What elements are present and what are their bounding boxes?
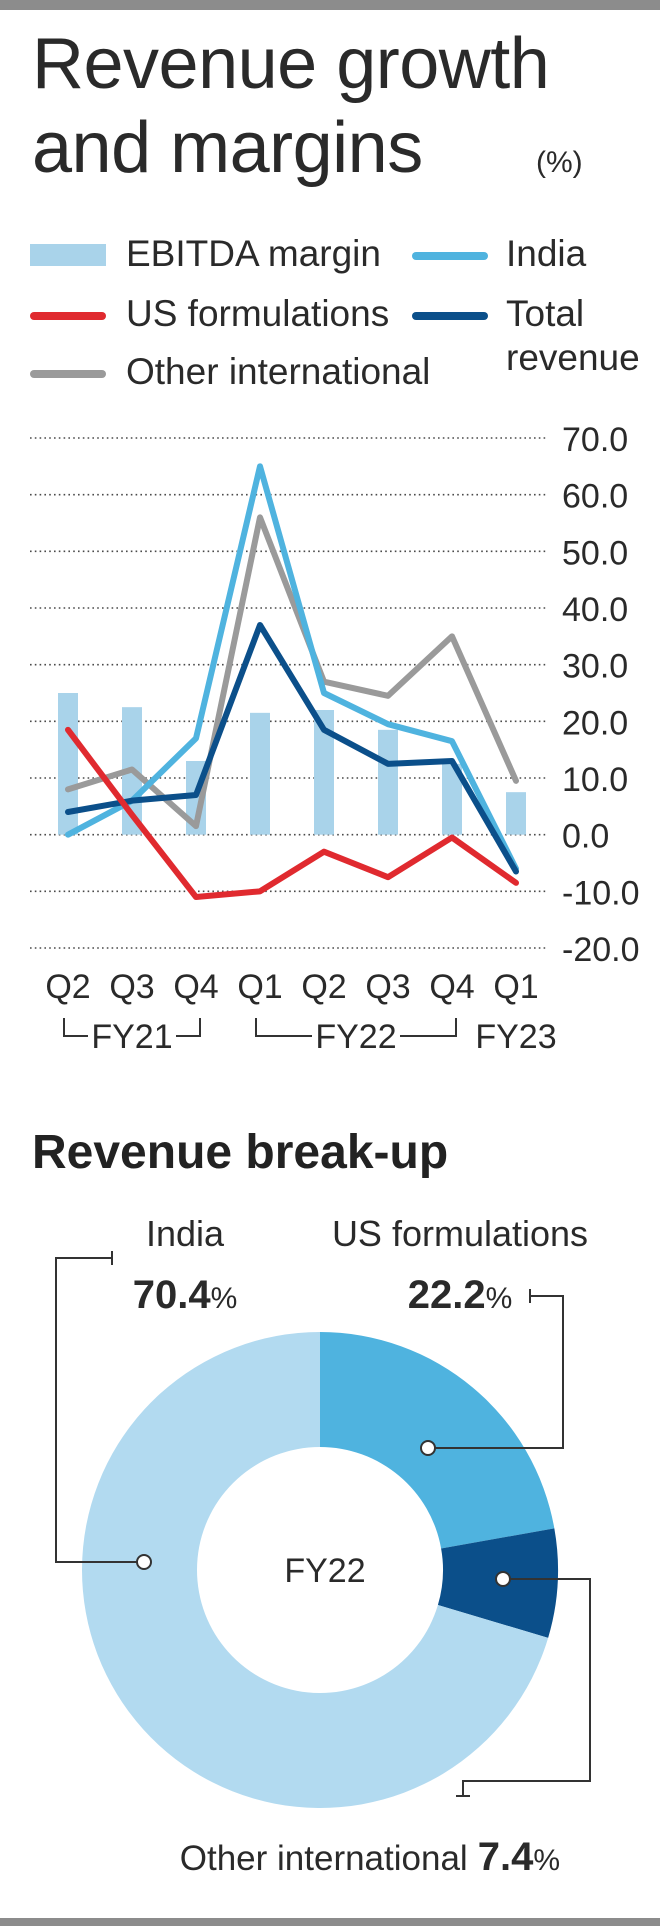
legend-swatch-us-formulations (30, 312, 106, 320)
legend-swatch-total-revenue (412, 312, 488, 320)
callout-dot-us-formulations (420, 1440, 436, 1456)
legend-swatch-ebitda-margin (30, 244, 106, 266)
series-line-other-international (65, 514, 519, 830)
x-tick-label: Q2 (45, 968, 90, 1006)
y-tick-label: 0.0 (562, 818, 609, 856)
chart-title: Revenue growth and margins (32, 22, 552, 190)
bar-ebitda-margin (58, 693, 78, 835)
callout-value-us-percent: % (486, 1282, 513, 1315)
y-tick-label: 70.0 (562, 421, 628, 459)
line-chart: 70.0 60.0 50.0 40.0 30.0 20.0 10.0 0.0 -10.0 -20.… (30, 421, 640, 1056)
legend-label-ebitda-margin: EBITDA margin (126, 233, 381, 274)
legend-item-ebitda-margin: EBITDA margin (30, 232, 381, 276)
fiscal-bracket (255, 1018, 312, 1037)
fiscal-bracket (63, 1018, 88, 1037)
legend-label-total-revenue-line-2: revenue (506, 337, 640, 378)
donut-slice-india (82, 1332, 549, 1808)
callout-value-us-number: 22.2 (408, 1273, 486, 1317)
callout-label-india: India (146, 1213, 225, 1254)
chart-title-line-1: Revenue growth (32, 24, 550, 104)
legend-item-india: India (412, 232, 586, 276)
bar-ebitda-margin (250, 712, 270, 835)
bottom-rule (0, 1918, 660, 1926)
y-tick-label: 30.0 (562, 648, 628, 686)
legend-label-total-revenue-line-1: Total (506, 293, 585, 334)
callout-value-other-percent: % (533, 1844, 560, 1877)
callout-value-india-number: 70.4 (133, 1273, 212, 1317)
y-tick-label: 50.0 (562, 534, 628, 572)
callout-value-india-percent: % (211, 1282, 238, 1315)
callout-leader-us-formulations (428, 1295, 564, 1449)
legend-item-total-revenue: Total revenue (412, 292, 640, 380)
x-tick-label: Q3 (365, 968, 410, 1006)
x-tick-label: Q4 (429, 968, 474, 1006)
callout-leader-other-international (462, 1578, 591, 1796)
legend-item-other-international: Other international (30, 350, 430, 394)
x-tick-label: Q3 (109, 968, 154, 1006)
bar-ebitda-margin (378, 729, 398, 835)
legend-swatch-other-international (30, 370, 106, 378)
series-line-total-revenue (65, 622, 519, 875)
legend-swatch-india (412, 252, 488, 260)
callout-leader-india (55, 1257, 144, 1563)
x-tick-label: Q1 (237, 968, 282, 1006)
y-tick-label: -20.0 (562, 931, 640, 969)
callout-value-other-number: 7.4 (478, 1835, 534, 1879)
callout-value-us-formulations: 22.2% (408, 1273, 513, 1317)
x-tick-label: Q2 (301, 968, 346, 1006)
y-tick-label: 40.0 (562, 591, 628, 629)
legend-label-total-revenue: Total revenue (506, 292, 640, 380)
section-title-revenue-break-up: Revenue break-up (32, 1126, 449, 1179)
y-tick-label: 10.0 (562, 761, 628, 799)
legend-item-us-formulations: US formulations (30, 292, 389, 336)
chart-title-line-2: and margins (32, 108, 423, 188)
legend-label-india: India (506, 233, 587, 274)
fiscal-bracket (176, 1018, 201, 1037)
callout-other-international: Other international 7.4% (180, 1835, 560, 1879)
series-line-us-formulations (65, 726, 519, 900)
callout-value-india: 70.4% (133, 1273, 238, 1317)
callout-label-us-formulations: US formulations (332, 1213, 588, 1254)
donut-center-label: FY22 (284, 1552, 365, 1590)
series-line-india (65, 463, 519, 872)
y-tick-label: 60.0 (562, 478, 628, 516)
callout-dot-india (136, 1554, 152, 1570)
x-tick-label: Q4 (173, 968, 218, 1006)
fiscal-year-label: FY23 (475, 1018, 556, 1056)
y-tick-label: -10.0 (562, 874, 640, 912)
bar-ebitda-margin (314, 710, 334, 835)
bar-ebitda-margin (442, 763, 462, 835)
callout-label-other-international: Other international (180, 1839, 468, 1878)
fiscal-bracket (400, 1018, 457, 1037)
bar-ebitda-margin (506, 792, 526, 835)
top-rule (0, 0, 660, 10)
unit-label: (%) (536, 146, 583, 179)
fiscal-year-label: FY21 (91, 1018, 172, 1056)
callout-dot-other-international (495, 1571, 511, 1587)
fiscal-year-label: FY22 (315, 1018, 396, 1056)
legend-label-us-formulations: US formulations (126, 293, 390, 334)
legend-label-other-international: Other international (126, 351, 431, 392)
donut-chart: FY22 India 70.4% US formulations 22.2% O… (55, 1213, 591, 1879)
y-tick-label: 20.0 (562, 704, 628, 742)
x-tick-label: Q1 (493, 968, 538, 1006)
donut-slice-us-formulations (320, 1332, 555, 1549)
